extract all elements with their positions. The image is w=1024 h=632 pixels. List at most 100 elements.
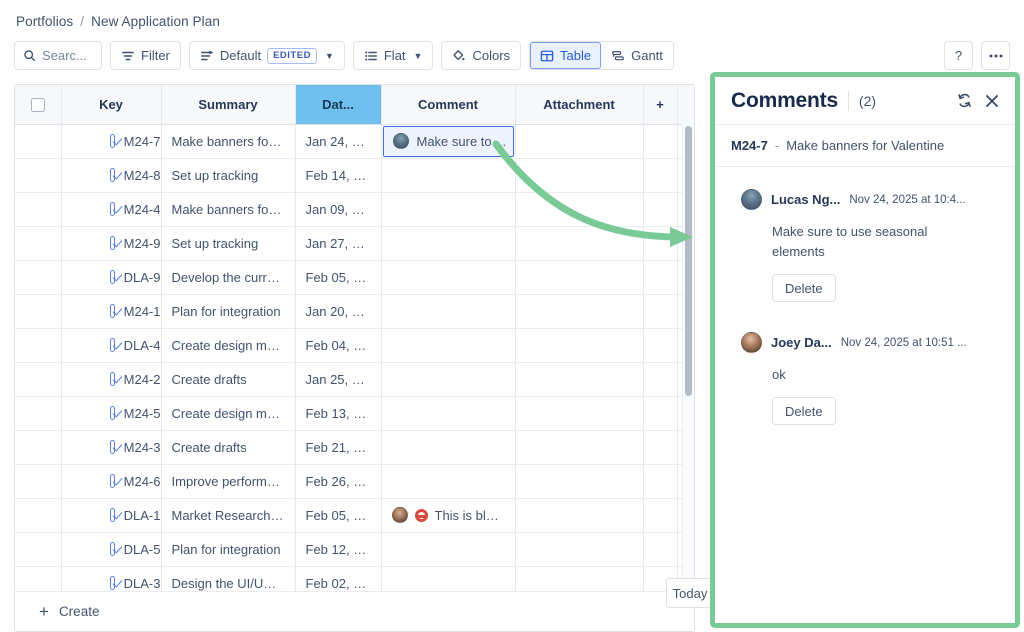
cell-key[interactable]: DLA-1 xyxy=(61,498,162,533)
table-vertical-scrollbar[interactable] xyxy=(682,124,694,591)
column-header-key[interactable]: Key xyxy=(61,85,162,125)
cell-attachment[interactable] xyxy=(515,532,644,567)
cell-comment[interactable] xyxy=(381,158,516,193)
scrollbar-thumb[interactable] xyxy=(685,126,692,396)
row-checkbox[interactable] xyxy=(109,372,115,386)
row-checkbox[interactable] xyxy=(109,134,115,148)
delete-comment-button[interactable]: Delete xyxy=(772,397,836,425)
column-header-summary[interactable]: Summary xyxy=(161,85,296,125)
row-checkbox[interactable] xyxy=(109,508,115,522)
cell-key[interactable]: DLA-5 xyxy=(61,532,162,567)
cell-key[interactable]: M24-4 xyxy=(61,192,162,227)
tab-table[interactable]: Table xyxy=(530,42,602,69)
today-button[interactable]: Today xyxy=(666,578,714,608)
cell-comment[interactable] xyxy=(381,532,516,567)
hierarchy-button[interactable]: Flat ▼ xyxy=(352,41,434,70)
row-checkbox[interactable] xyxy=(109,236,115,250)
row-checkbox[interactable] xyxy=(109,474,115,488)
table-row[interactable]: M24-8 Set up tracking Feb 14, 20... xyxy=(15,158,694,193)
cell-summary[interactable]: Set up tracking xyxy=(161,158,296,193)
row-checkbox[interactable] xyxy=(109,440,115,454)
cell-attachment[interactable] xyxy=(515,396,644,431)
cell-attachment[interactable] xyxy=(515,430,644,465)
row-checkbox[interactable] xyxy=(109,338,115,352)
cell-date[interactable]: Feb 04, 2... xyxy=(295,328,382,363)
cell-date[interactable]: Feb 12, 20... xyxy=(295,532,382,567)
cell-date[interactable]: Jan 27, 20... xyxy=(295,226,382,261)
cell-key[interactable]: M24-5 xyxy=(61,396,162,431)
cell-date[interactable]: Feb 26, 2... xyxy=(295,464,382,499)
cell-key[interactable]: M24-9 xyxy=(61,226,162,261)
table-row[interactable]: DLA-4 Create design moc... Feb 04, 2... xyxy=(15,328,694,363)
cell-key[interactable]: M24-2 xyxy=(61,362,162,397)
cell-attachment[interactable] xyxy=(515,158,644,193)
cell-date[interactable]: Jan 25, 20... xyxy=(295,362,382,397)
cell-key[interactable]: M24-6 xyxy=(61,464,162,499)
table-row[interactable]: M24-9 Set up tracking Jan 27, 20... xyxy=(15,226,694,261)
table-row[interactable]: M24-4 Make banners for V... Jan 09, 20... xyxy=(15,192,694,227)
cell-attachment[interactable] xyxy=(515,192,644,227)
cell-comment[interactable]: Make sure to ... xyxy=(381,124,516,159)
cell-key[interactable]: M24-8 xyxy=(61,158,162,193)
cell-summary[interactable]: Set up tracking xyxy=(161,226,296,261)
column-header-comment[interactable]: Comment xyxy=(381,85,516,125)
create-button[interactable]: + Create xyxy=(15,591,694,631)
add-column-button[interactable]: + xyxy=(643,85,678,125)
breadcrumb-current[interactable]: New Application Plan xyxy=(91,14,220,29)
cell-attachment[interactable] xyxy=(515,464,644,499)
cell-summary[interactable]: Make banners for V... xyxy=(161,192,296,227)
cell-summary[interactable]: Create design moc... xyxy=(161,396,296,431)
cell-attachment[interactable] xyxy=(515,226,644,261)
cell-key[interactable]: DLA-9 xyxy=(61,260,162,295)
table-row[interactable]: DLA-5 Plan for integration Feb 12, 20... xyxy=(15,532,694,567)
cell-summary[interactable]: Develop the curren... xyxy=(161,260,296,295)
table-row[interactable]: DLA-1 Market Research &... Feb 05, 2... Thi… xyxy=(15,498,694,533)
row-checkbox[interactable] xyxy=(109,406,115,420)
column-header-date[interactable]: Dat... xyxy=(295,85,382,125)
cell-comment[interactable] xyxy=(381,294,516,329)
cell-date[interactable]: Feb 13, 20... xyxy=(295,396,382,431)
table-row[interactable]: M24-7 Make banners for V... Jan 24, 20... M… xyxy=(15,124,694,159)
view-selector-button[interactable]: Default EDITED ▼ xyxy=(188,41,345,70)
close-icon[interactable] xyxy=(983,92,1001,110)
cell-attachment[interactable] xyxy=(515,328,644,363)
tab-gantt[interactable]: Gantt xyxy=(601,42,673,69)
cell-date[interactable]: Feb 05, 2... xyxy=(295,260,382,295)
cell-date[interactable]: Feb 14, 20... xyxy=(295,158,382,193)
column-header-attachment[interactable]: Attachment xyxy=(515,85,644,125)
selected-comment-cell[interactable]: Make sure to ... xyxy=(381,124,514,157)
cell-attachment[interactable] xyxy=(515,124,644,159)
cell-date[interactable]: Jan 24, 20... xyxy=(295,124,382,159)
table-row[interactable]: M24-5 Create design moc... Feb 13, 20... xyxy=(15,396,694,431)
cell-summary[interactable]: Market Research &... xyxy=(161,498,296,533)
cell-comment[interactable] xyxy=(381,430,516,465)
select-all-header[interactable] xyxy=(15,85,62,125)
cell-summary[interactable]: Make banners for V... xyxy=(161,124,296,159)
cell-comment[interactable] xyxy=(381,464,516,499)
cell-summary[interactable]: Improve performan... xyxy=(161,464,296,499)
table-row[interactable]: M24-2 Create drafts Jan 25, 20... xyxy=(15,362,694,397)
cell-date[interactable]: Feb 05, 2... xyxy=(295,498,382,533)
filter-button[interactable]: Filter xyxy=(110,41,181,70)
cell-date[interactable]: Jan 09, 20... xyxy=(295,192,382,227)
cell-summary[interactable]: Create drafts xyxy=(161,430,296,465)
delete-comment-button[interactable]: Delete xyxy=(772,274,836,302)
cell-summary[interactable]: Plan for integration xyxy=(161,532,296,567)
cell-date[interactable]: Feb 21, 20... xyxy=(295,430,382,465)
cell-summary[interactable]: Plan for integration xyxy=(161,294,296,329)
cell-attachment[interactable] xyxy=(515,294,644,329)
select-all-checkbox[interactable] xyxy=(30,98,45,113)
cell-date[interactable]: Jan 20, 20... xyxy=(295,294,382,329)
cell-key[interactable]: M24-3 xyxy=(61,430,162,465)
table-row[interactable]: DLA-9 Develop the curren... Feb 05, 2... xyxy=(15,260,694,295)
sync-icon[interactable] xyxy=(956,92,973,109)
cell-comment[interactable] xyxy=(381,396,516,431)
row-checkbox[interactable] xyxy=(109,270,115,284)
cell-summary[interactable]: Create drafts xyxy=(161,362,296,397)
panel-issue-key[interactable]: M24-7 xyxy=(731,138,768,153)
cell-attachment[interactable] xyxy=(515,498,644,533)
cell-key[interactable]: M24-7 xyxy=(61,124,162,159)
row-checkbox[interactable] xyxy=(109,202,115,216)
cell-key[interactable]: DLA-4 xyxy=(61,328,162,363)
cell-comment[interactable] xyxy=(381,192,516,227)
